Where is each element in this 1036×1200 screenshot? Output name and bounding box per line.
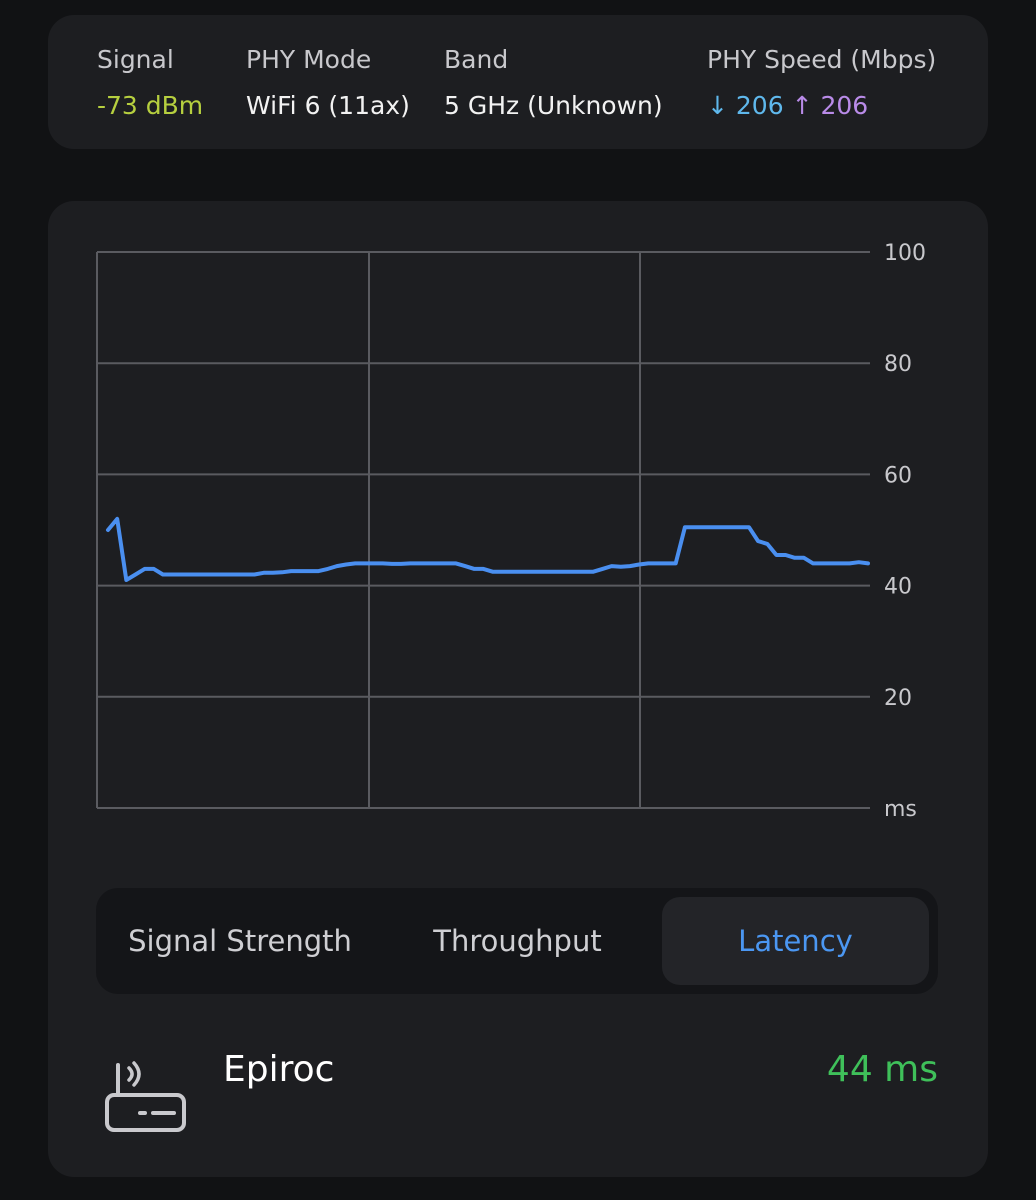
y-tick-label: ms xyxy=(884,797,917,822)
latency-value: 44 ms xyxy=(826,1049,938,1090)
y-tick-label: 80 xyxy=(884,352,912,377)
download-speed: 206 xyxy=(735,91,784,120)
y-axis-ticks: ms 20 40 60 80 100 xyxy=(884,241,926,822)
band-value: 5 GHz (Unknown) xyxy=(444,91,663,120)
network-name: Epiroc xyxy=(223,1049,335,1090)
band-label: Band xyxy=(444,45,509,74)
tab-signal-strength[interactable]: Signal Strength xyxy=(128,924,352,958)
y-tick-label: 40 xyxy=(884,575,912,600)
chart-mode-selector: Signal Strength Throughput Latency xyxy=(96,888,938,994)
router-icon xyxy=(105,1061,186,1132)
y-tick-label: 20 xyxy=(884,686,912,711)
latency-chart: ms 20 40 60 80 100 xyxy=(96,241,926,822)
phy-speed-label: PHY Speed (Mbps) xyxy=(707,45,937,74)
upload-arrow-icon: ↑ xyxy=(791,91,813,120)
latency-chart-card: ms 20 40 60 80 100 Signal Strength Throughput… xyxy=(48,201,988,1177)
chart-grid xyxy=(96,251,870,809)
tab-latency[interactable]: Latency xyxy=(662,897,929,985)
download-arrow-icon: ↓ xyxy=(707,91,728,120)
connection-info-card: Signal -73 dBm PHY Mode WiFi 6 (11ax) Ba… xyxy=(48,15,988,149)
signal-label: Signal xyxy=(97,45,174,74)
upload-speed: 206 xyxy=(820,91,869,120)
latency-series-line xyxy=(106,516,870,582)
phy-speed-value: ↓ 206 ↑ 206 xyxy=(707,91,868,120)
tab-throughput[interactable]: Throughput xyxy=(433,924,602,958)
phy-mode-label: PHY Mode xyxy=(246,45,372,74)
phy-mode-value: WiFi 6 (11ax) xyxy=(246,91,410,120)
signal-value: -73 dBm xyxy=(97,91,204,120)
y-tick-label: 60 xyxy=(884,463,912,488)
y-tick-label: 100 xyxy=(884,241,926,266)
